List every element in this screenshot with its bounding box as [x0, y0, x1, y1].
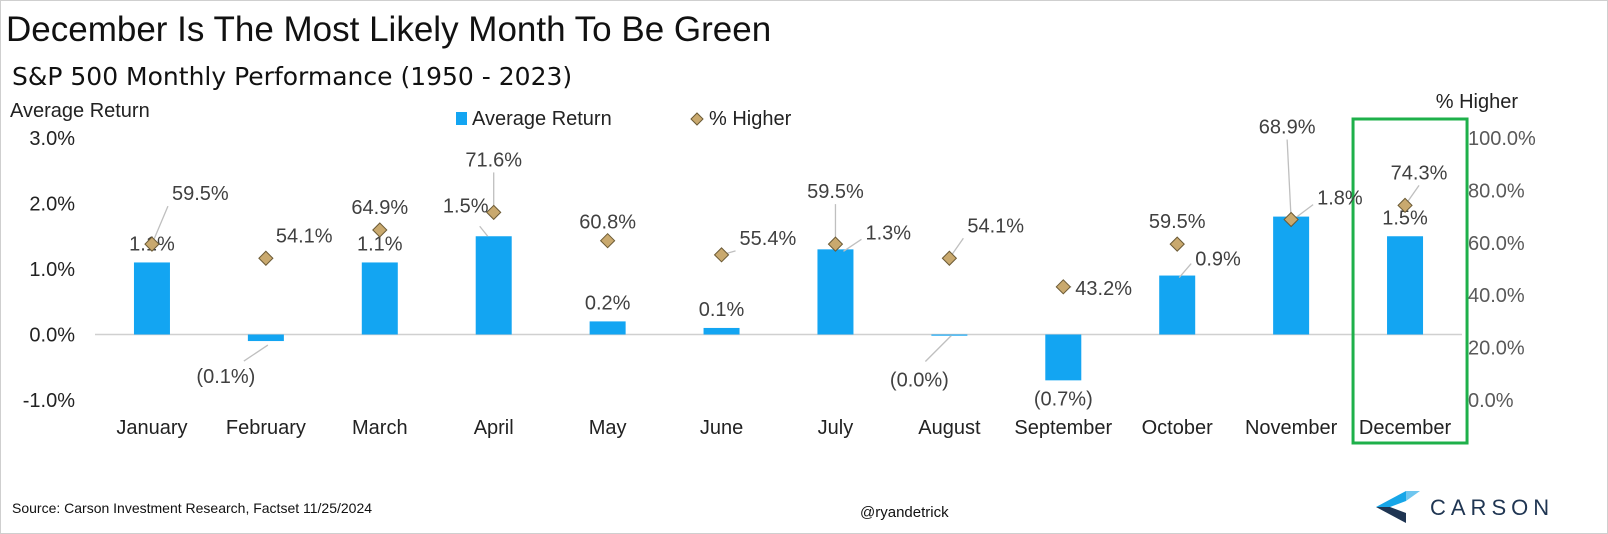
average-return-bar	[931, 334, 968, 336]
percent-higher-leader-line	[1286, 139, 1292, 220]
percent-higher-marker	[144, 236, 160, 252]
average-return-data-label: 1.5%	[1382, 207, 1428, 229]
bar-label-leader-line	[924, 335, 952, 362]
right-axis-title: % Higher	[1436, 91, 1519, 113]
category-label: February	[226, 417, 306, 439]
category-label: August	[918, 417, 981, 439]
category-label: March	[352, 417, 408, 439]
category-label: November	[1245, 417, 1338, 439]
left-axis-tick-label: 2.0%	[29, 194, 75, 216]
percent-higher-data-label: 71.6%	[465, 149, 522, 171]
percent-higher-marker	[258, 250, 274, 266]
average-return-bar	[589, 321, 626, 335]
percent-higher-marker	[372, 222, 388, 238]
bar-label-leader-line	[1296, 204, 1314, 218]
average-return-data-label: (0.7%)	[1034, 388, 1093, 410]
percent-higher-data-label: 59.5%	[172, 183, 229, 205]
average-return-bar	[1045, 334, 1082, 381]
percent-higher-data-label: 64.9%	[351, 197, 408, 219]
percent-higher-data-label: 74.3%	[1391, 162, 1448, 184]
percent-higher-data-label: 54.1%	[276, 225, 333, 247]
percent-higher-data-label: 59.5%	[807, 181, 864, 203]
left-axis-tick-label: 0.0%	[29, 325, 75, 347]
author-handle: @ryandetrick	[860, 504, 949, 521]
percent-higher-data-label: 60.8%	[579, 212, 636, 234]
percent-higher-marker	[599, 232, 616, 249]
average-return-data-label: 1.8%	[1317, 188, 1363, 210]
category-label: April	[474, 417, 514, 439]
percent-higher-data-label: 59.5%	[1149, 211, 1206, 233]
average-return-data-label: 1.5%	[443, 195, 489, 217]
bar-label-leader-line	[843, 238, 862, 252]
left-axis-tick-label: -1.0%	[23, 390, 75, 412]
percent-higher-marker	[486, 204, 502, 221]
right-axis-tick-label: 60.0%	[1468, 233, 1525, 255]
category-label: January	[116, 417, 187, 439]
percent-higher-leader-line	[151, 205, 169, 245]
legend-label-average-return: Average Return	[472, 108, 612, 130]
legend-swatch-average-return	[456, 112, 467, 125]
percent-higher-marker	[713, 247, 730, 263]
category-label: September	[1014, 417, 1112, 439]
legend-label-percent-higher: % Higher	[709, 108, 792, 130]
percent-higher-marker	[1397, 197, 1413, 214]
average-return-bar	[1273, 216, 1310, 335]
average-return-data-label: (0.0%)	[890, 370, 949, 392]
percent-higher-marker	[1055, 279, 1071, 295]
average-return-bar	[361, 262, 398, 335]
percent-higher-marker	[827, 236, 844, 252]
left-axis-title: Average Return	[10, 100, 150, 122]
right-axis-tick-label: 40.0%	[1468, 285, 1525, 307]
category-label: December	[1359, 417, 1452, 439]
percent-higher-data-label: 55.4%	[740, 228, 797, 250]
percent-higher-marker	[1283, 211, 1299, 228]
percent-higher-data-label: 68.9%	[1259, 116, 1316, 138]
december-highlight-box	[1351, 117, 1469, 445]
right-axis-tick-label: 100.0%	[1468, 128, 1536, 150]
legend-swatch-percent-higher	[690, 112, 704, 126]
source-note: Source: Carson Investment Research, Fact…	[12, 500, 373, 516]
category-label: October	[1142, 417, 1213, 439]
percent-higher-marker	[1169, 236, 1185, 252]
carson-logo: CARSON	[1372, 487, 1592, 527]
percent-higher-data-label: 43.2%	[1075, 278, 1132, 300]
average-return-bar	[133, 262, 170, 335]
category-label: June	[700, 417, 743, 439]
average-return-data-label: 0.1%	[699, 299, 745, 321]
carson-logo-text: CARSON	[1430, 495, 1555, 520]
left-axis-tick-label: 1.0%	[29, 259, 75, 281]
bar-label-leader-line	[479, 225, 489, 237]
average-return-bar	[703, 327, 740, 335]
average-return-data-label: (0.1%)	[196, 366, 255, 388]
average-return-bar	[475, 236, 512, 335]
average-return-bar	[817, 249, 854, 335]
category-label: July	[818, 417, 854, 439]
average-return-data-label: 0.9%	[1195, 249, 1241, 271]
carson-logo-mark-icon	[1376, 491, 1420, 523]
average-return-data-label: 0.2%	[585, 292, 631, 314]
average-return-bar	[247, 334, 284, 342]
bar-label-leader-line	[1178, 263, 1192, 278]
category-label: May	[589, 417, 627, 439]
right-axis-tick-label: 80.0%	[1468, 180, 1525, 202]
left-axis-tick-label: 3.0%	[29, 128, 75, 150]
right-axis-tick-label: 20.0%	[1468, 338, 1525, 360]
average-return-bar	[1159, 275, 1196, 335]
bar-label-leader-line	[243, 344, 269, 362]
percent-higher-marker	[941, 250, 958, 266]
page-title: December Is The Most Likely Month To Be …	[6, 10, 772, 49]
percent-higher-data-label: 54.1%	[967, 215, 1024, 237]
right-axis-tick-label: 0.0%	[1468, 390, 1514, 412]
average-return-data-label: 1.1%	[357, 233, 403, 255]
average-return-data-label: 1.3%	[865, 222, 911, 244]
average-return-bar	[1387, 236, 1424, 335]
chart-subtitle: S&P 500 Monthly Performance (1950 - 2023…	[12, 62, 573, 91]
